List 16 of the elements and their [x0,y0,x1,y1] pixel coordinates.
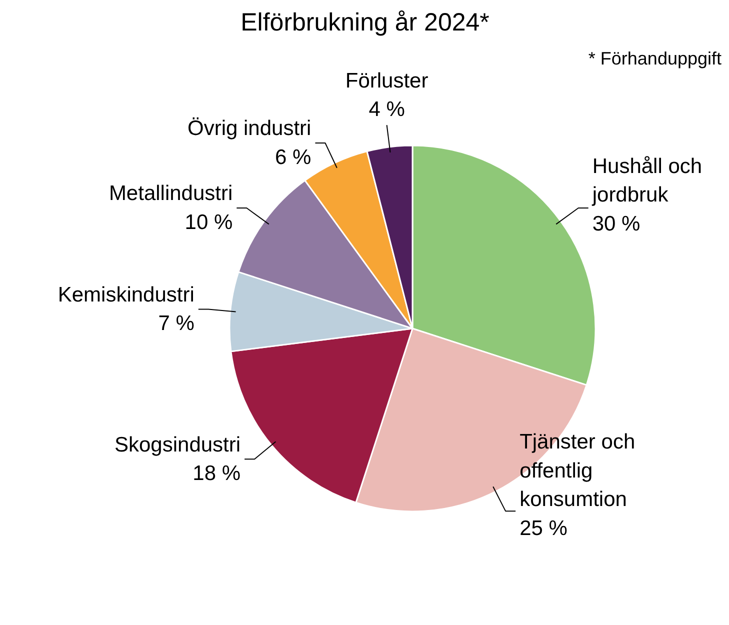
data-label: 7 % [158,312,194,336]
slice-label: Förluster [345,69,428,92]
chart-title: Elförbrukning år 2024* [240,8,490,36]
data-label: 25 % [520,516,568,540]
data-label: 30 % [592,212,640,236]
text: * Förhanduppgift [588,48,722,68]
slice-label: Kemiskindustri [58,283,194,306]
data-label: 18 % [192,462,241,486]
slice-label: Tjänster och offentlig konsumtion [520,430,636,512]
data-label: 10 % [184,210,233,234]
data-label: 6 % [275,146,312,169]
data-label: 4 % [368,98,405,122]
slice-label: Hushåll och jordbruk [591,154,702,207]
slice-label: Skogsindustri [114,433,241,456]
slice-label: Övrig industri [188,117,312,140]
slice-label: Metallindustri [108,182,233,206]
